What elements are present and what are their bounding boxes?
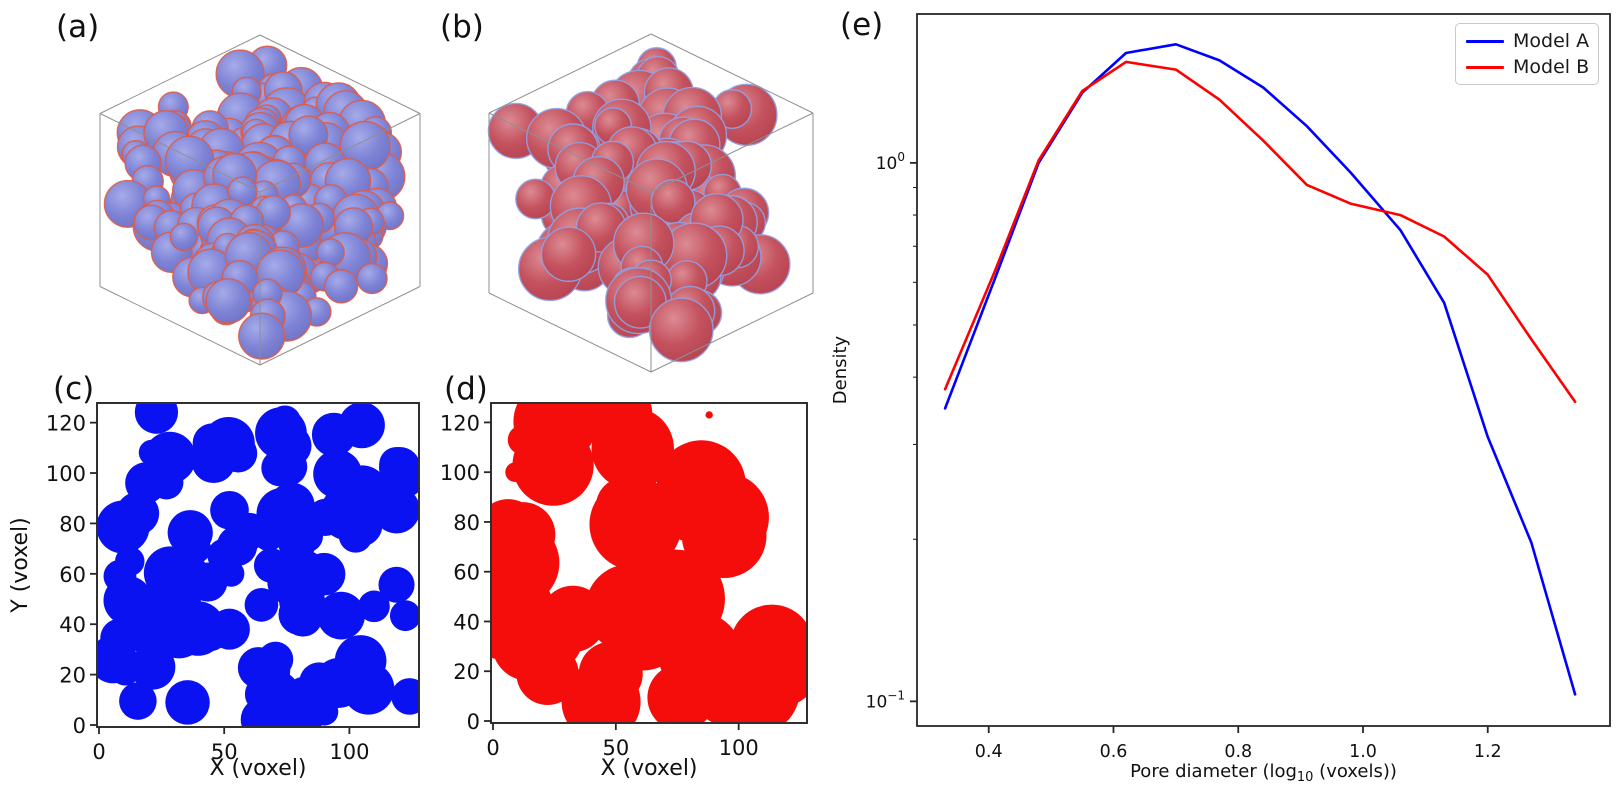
x-tick-label: 0 bbox=[92, 740, 105, 764]
y-tick-label: 80 bbox=[453, 511, 480, 535]
y-tick-label: 80 bbox=[59, 512, 86, 536]
x-tick-label: 0.8 bbox=[1224, 742, 1252, 762]
panel-d-label: (d) bbox=[444, 371, 488, 407]
panel-c-label: (c) bbox=[53, 371, 95, 407]
y-tick-label: 60 bbox=[453, 561, 480, 585]
sphere-cluster-red bbox=[487, 47, 791, 363]
panel-e-xlabel: Pore diameter (log10 (voxels)) bbox=[1130, 761, 1397, 785]
series-line-model-b bbox=[943, 60, 1577, 404]
legend-item-model-b: Model B bbox=[1466, 56, 1590, 78]
x-tick-label: 100 bbox=[719, 736, 759, 760]
blob-field bbox=[98, 404, 418, 726]
legend: Model A Model B bbox=[1455, 23, 1599, 85]
cube-wireframe-a bbox=[99, 34, 421, 366]
panel-e-density-chart: 100 10−1 0.4 0.6 0.8 1.0 1.2 Pore diameter (log… bbox=[830, 13, 1611, 785]
y-tick-label: 100 bbox=[440, 461, 480, 485]
panel-b-label: (b) bbox=[440, 9, 484, 45]
panel-e-label: (e) bbox=[840, 7, 884, 43]
x-tick-label: 1.0 bbox=[1349, 742, 1377, 762]
y-tick-label: 40 bbox=[453, 610, 480, 634]
panel-e-ylabel: Density bbox=[830, 335, 851, 404]
y-tick-label: 60 bbox=[59, 563, 86, 587]
x-tick-label: 0 bbox=[486, 736, 499, 760]
panel-d-xlabel: X (voxel) bbox=[600, 756, 697, 781]
y-tick-label: 10−1 bbox=[866, 688, 905, 712]
blob-field bbox=[492, 404, 806, 722]
panel-c-ylabel: Y (voxel) bbox=[8, 517, 33, 613]
panel-d-slice-plot: 0 50 100 0 20 40 60 80 100 120 X (voxel) bbox=[440, 402, 808, 781]
panel-c-slice-plot: 0 50 100 0 20 40 60 80 100 120 X (voxel) Y (voxel… bbox=[8, 402, 420, 781]
panel-b-3d-sphere-pack bbox=[487, 33, 814, 373]
y-tick-label: 120 bbox=[440, 411, 480, 435]
y-tick-label: 100 bbox=[46, 462, 86, 486]
y-tick-label: 20 bbox=[59, 664, 86, 688]
panel-c-xlabel: X (voxel) bbox=[209, 756, 306, 781]
y-tick-label: 40 bbox=[59, 613, 86, 637]
y-tick-label: 0 bbox=[467, 710, 480, 734]
legend-item-model-a: Model A bbox=[1466, 30, 1590, 52]
x-tick-label: 50 bbox=[211, 740, 238, 764]
x-tick-label: 1.2 bbox=[1474, 742, 1502, 762]
x-tick-label: 0.4 bbox=[975, 742, 1003, 762]
y-tick-label: 0 bbox=[73, 714, 86, 738]
x-tick-label: 0.6 bbox=[1100, 742, 1128, 762]
legend-line-model-b bbox=[1466, 65, 1504, 69]
y-tick-label: 120 bbox=[46, 412, 86, 436]
legend-label-model-a: Model A bbox=[1513, 30, 1590, 52]
cube-wireframe-b bbox=[488, 33, 814, 373]
panel-a-label: (a) bbox=[56, 9, 100, 45]
sphere-cluster-blue bbox=[103, 45, 406, 360]
panel-a-3d-sphere-pack bbox=[99, 34, 421, 366]
y-tick-label: 20 bbox=[453, 660, 480, 684]
x-tick-label: 100 bbox=[329, 740, 369, 764]
legend-label-model-b: Model B bbox=[1513, 56, 1590, 78]
x-tick-label: 50 bbox=[602, 736, 629, 760]
legend-line-model-a bbox=[1466, 39, 1504, 43]
series-line-model-a bbox=[943, 42, 1577, 696]
y-tick-label: 100 bbox=[876, 150, 905, 174]
